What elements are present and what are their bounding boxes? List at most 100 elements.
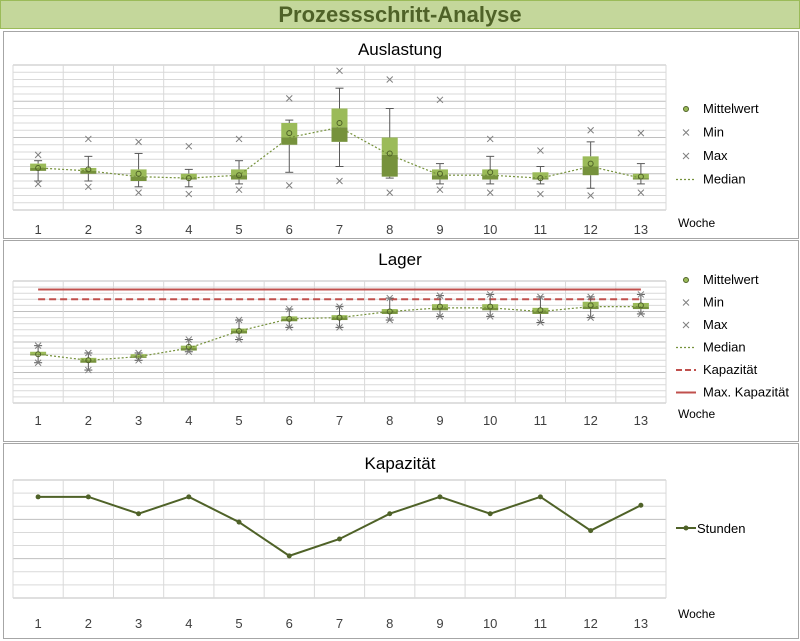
box-lower	[180, 178, 197, 180]
x-tick-label: 11	[534, 413, 548, 428]
max-marker	[436, 292, 444, 299]
legend-label: Mittelwert	[703, 272, 759, 287]
mean-marker	[185, 343, 192, 350]
mean-marker	[487, 303, 494, 310]
box-lower	[331, 317, 348, 321]
x-tick-label: 8	[386, 413, 393, 428]
mean-marker	[436, 170, 443, 177]
x-tick-label: 13	[634, 413, 648, 428]
max-marker	[135, 349, 142, 357]
max-marker	[185, 336, 193, 343]
data-point	[186, 494, 192, 500]
box-upper	[331, 315, 348, 318]
min-marker	[235, 336, 243, 343]
x-tick-label: 10	[483, 616, 497, 631]
min-marker	[135, 356, 142, 364]
min-marker	[637, 310, 645, 318]
max-marker	[285, 94, 293, 102]
legend-label: Median	[703, 172, 746, 187]
box-upper	[30, 351, 47, 355]
x-tick-label: 7	[336, 616, 343, 631]
data-point	[537, 494, 543, 500]
box-lower	[30, 354, 47, 356]
x-tick-label: 12	[583, 616, 597, 631]
min-marker	[34, 359, 42, 367]
x-tick-label: 12	[583, 222, 597, 237]
data-point	[85, 494, 91, 500]
mean-marker	[286, 315, 293, 322]
box-lower	[381, 311, 398, 314]
legend-label: Max	[703, 148, 728, 163]
data-point	[286, 553, 292, 559]
mean-marker	[537, 307, 544, 314]
min-marker	[386, 189, 394, 196]
mean-marker	[386, 308, 393, 315]
x-tick-label: 13	[634, 616, 648, 631]
max-marker	[34, 151, 42, 159]
min-marker	[135, 189, 142, 196]
box-lower	[582, 166, 599, 176]
x-tick-label: 6	[286, 616, 293, 631]
x-tick-label: 7	[336, 413, 343, 428]
box-upper	[482, 304, 499, 308]
max-marker	[285, 305, 293, 313]
box-upper	[632, 173, 649, 179]
max-marker	[637, 129, 645, 137]
max-marker	[537, 147, 544, 154]
min-marker	[436, 186, 444, 194]
x-tick-label: 2	[85, 222, 92, 237]
legend-label: Max	[703, 317, 728, 332]
max-marker	[34, 342, 42, 350]
x-tick-label: 10	[483, 222, 497, 237]
series-line-stunden	[38, 495, 642, 557]
box-lower	[381, 154, 398, 177]
box-lower	[80, 360, 97, 363]
legend-label: Stunden	[697, 521, 745, 536]
max-marker	[84, 349, 92, 357]
x-tick-label: 8	[386, 616, 393, 631]
min-marker	[336, 177, 343, 185]
box-upper	[632, 302, 649, 307]
legend-x-symbol	[682, 152, 690, 160]
legend-label: Min	[703, 125, 724, 140]
box-upper	[431, 304, 448, 308]
x-axis-label: Woche	[678, 607, 715, 621]
x-tick-label: 5	[235, 222, 242, 237]
min-marker	[185, 348, 193, 356]
min-marker	[34, 180, 42, 188]
max-marker	[386, 294, 394, 302]
mean-marker	[487, 169, 494, 176]
legend-point-symbol	[683, 525, 689, 531]
mean-marker	[135, 353, 142, 360]
mean-marker	[336, 120, 343, 126]
chart-lager: Lager 1 2 3 4 5 6 7 8 9 10 11 12 13 Woche Mittelwert Min…	[3, 240, 799, 442]
max-marker	[436, 96, 444, 104]
x-tick-label: 9	[436, 413, 443, 428]
box-lower	[30, 167, 47, 171]
mean-marker	[587, 160, 594, 167]
box-upper	[582, 301, 599, 307]
x-tick-label: 4	[185, 222, 192, 237]
mean-marker	[537, 175, 544, 182]
chart-kapazitaet: Kapazität 1 2 3 4 5 6 7 8 9 10 11 12 13 Woche Stunden	[3, 443, 799, 639]
max-marker	[637, 291, 645, 298]
x-axis-label: Woche	[678, 216, 715, 230]
mean-marker	[637, 302, 644, 309]
mean-marker	[637, 173, 644, 180]
legend-x-symbol	[682, 299, 690, 306]
data-point	[387, 511, 393, 517]
chart-title: Kapazität	[365, 454, 436, 473]
box-upper	[130, 354, 147, 357]
box-upper	[331, 108, 348, 128]
min-marker	[386, 316, 394, 324]
min-marker	[235, 186, 243, 194]
chart-title: Auslastung	[358, 40, 442, 59]
x-tick-label: 4	[185, 616, 192, 631]
x-tick-label: 3	[135, 222, 142, 237]
min-marker	[84, 183, 92, 191]
min-marker	[537, 319, 544, 326]
min-marker	[637, 189, 645, 196]
max-marker	[336, 67, 343, 75]
box-lower	[431, 175, 448, 180]
